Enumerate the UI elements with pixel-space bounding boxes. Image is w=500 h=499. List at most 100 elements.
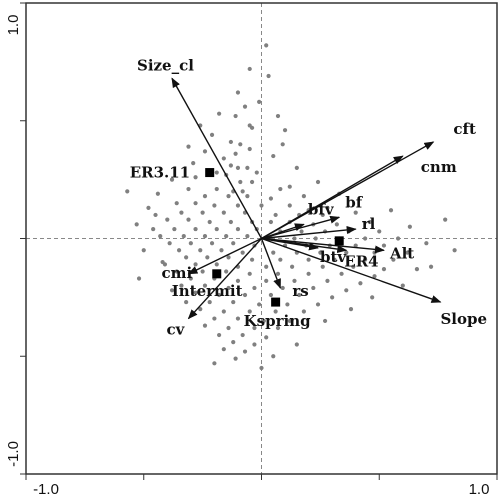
scatter-point (405, 250, 410, 255)
scatter-point (235, 226, 241, 232)
scatter-point (188, 241, 193, 246)
scatter-point (172, 226, 177, 232)
scatter-point (160, 259, 165, 265)
vector-arrows: Size_clcftcnmbfbfvrlAltbtvER4Sloperscmic… (137, 56, 487, 338)
scatter-point (158, 234, 163, 239)
scatter-point (264, 264, 269, 269)
scatter-point (311, 285, 316, 291)
scatter-point (414, 267, 420, 272)
scatter-point (207, 299, 212, 305)
scatter-point (219, 248, 224, 253)
scatter-point (292, 236, 297, 241)
scatter-point (325, 205, 330, 210)
scatter-point (297, 292, 302, 298)
scatter-point (294, 165, 299, 170)
scatter-point (367, 219, 372, 225)
scatter-point (266, 73, 271, 79)
scatter-point (306, 271, 311, 276)
scatter-point (275, 113, 281, 119)
scatter-point (247, 66, 252, 72)
scatter-point (224, 269, 229, 274)
scatter-point (207, 219, 212, 225)
scatter-point (193, 262, 198, 267)
scatter-point (245, 165, 250, 170)
scatter-point (264, 43, 269, 48)
scatter-point (344, 288, 349, 293)
scatter-point (268, 292, 274, 298)
scatter-point (200, 210, 205, 215)
scatter-point (247, 271, 252, 276)
scatter-point (242, 349, 248, 354)
zero-lines (26, 3, 497, 474)
scatter-point (249, 179, 255, 185)
scatter-point (191, 161, 196, 166)
scatter-point (202, 194, 208, 199)
scatter-point (202, 149, 208, 154)
vector-arrow (261, 237, 385, 254)
scatter-point (351, 264, 356, 269)
scatter-point (212, 316, 217, 321)
scatter-point (235, 165, 241, 170)
scatter-point (193, 175, 198, 180)
scatter-point (372, 274, 377, 279)
scatter-point (249, 125, 255, 130)
scatter-point (245, 234, 250, 239)
scatter-point (245, 194, 250, 199)
scatter-point (209, 241, 215, 246)
scatter-point (214, 226, 219, 232)
scatter-point (233, 356, 238, 361)
scatter-point (202, 234, 208, 239)
vector-arrow (261, 155, 404, 240)
scatter-point (224, 234, 229, 239)
scatter-point (280, 285, 285, 291)
scatter-point (287, 318, 292, 324)
scatter-point (278, 186, 283, 192)
scatter-point (400, 283, 405, 288)
scatter-point (184, 299, 189, 305)
vector-arrow (187, 238, 263, 320)
scatter-point (134, 222, 139, 227)
scatter-point (193, 290, 198, 295)
scatter-point (363, 236, 368, 241)
scatter-point (235, 316, 241, 321)
scatter-point (313, 236, 318, 241)
scatter-point (428, 264, 434, 269)
scatter-point (257, 99, 262, 105)
scatter-point (221, 156, 226, 161)
scatter-point (268, 196, 274, 201)
scatter-point (261, 318, 266, 324)
scatter-point (240, 250, 245, 255)
y-tick-label-bottom: -1.0 (5, 441, 22, 467)
scatter-point (228, 219, 233, 225)
scatter-point (247, 146, 252, 152)
x-tick-label-left: -1.0 (33, 481, 59, 498)
scatter-point (363, 257, 368, 262)
vector-label: Alt (389, 244, 414, 262)
centroid-marker (271, 297, 281, 307)
scatter-point (320, 264, 325, 269)
axis-ticks: 1.0 -1.0 -1.0 1.0 (5, 2, 498, 498)
scatter-point (240, 332, 245, 338)
scatter-point (231, 299, 236, 305)
scatter-point (353, 243, 358, 248)
scatter-point (235, 90, 241, 95)
scatter-point (443, 217, 448, 222)
scatter-point (306, 257, 311, 262)
scatter-point (169, 288, 175, 293)
scatter-point (212, 203, 217, 208)
scatter-point (381, 243, 387, 248)
scatter-point (407, 224, 412, 229)
scatter-point (388, 208, 394, 213)
scatter-point (146, 205, 151, 210)
scatter-point (214, 186, 219, 192)
scatter-point (242, 104, 248, 109)
y-tick-label-top: 1.0 (5, 15, 22, 36)
scatter-point (141, 248, 146, 253)
scatter-point (217, 111, 222, 116)
scatter-point (226, 194, 231, 199)
scatter-point (155, 191, 160, 196)
vector-label: cnm (421, 158, 457, 176)
scatter-point (290, 264, 295, 269)
vector-label: rl (362, 215, 376, 233)
